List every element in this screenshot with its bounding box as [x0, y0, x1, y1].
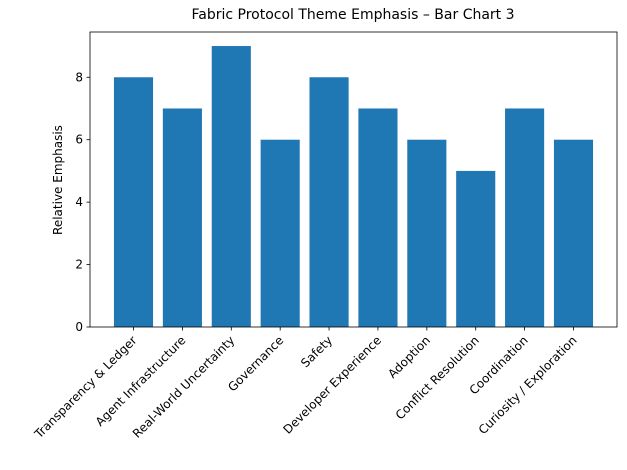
x-tick-label: Developer Experience [281, 333, 385, 437]
bar [211, 46, 251, 328]
chart-title: Fabric Protocol Theme Emphasis – Bar Cha… [191, 7, 514, 23]
plot-frame [89, 31, 618, 328]
bar [162, 108, 202, 328]
bar [358, 108, 398, 328]
bar [553, 139, 594, 327]
x-tick-label: Agent Infrastructure [93, 333, 189, 429]
bar [505, 108, 545, 328]
y-tick-label: 0 [75, 320, 83, 334]
x-tick-label: Curiosity / Exploration [476, 333, 580, 437]
bar [309, 77, 349, 327]
y-tick-label: 6 [75, 133, 83, 147]
bar [407, 139, 447, 327]
x-tick-label: Adoption [385, 333, 433, 381]
bar [113, 77, 154, 327]
bar [456, 170, 496, 327]
y-axis-label: Relative Emphasis [51, 125, 65, 235]
x-tick-label: Conflict Resolution [393, 333, 482, 422]
y-tick-label: 4 [75, 195, 83, 209]
x-tick-label: Real-World Uncertainty [130, 333, 238, 441]
y-tick-label: 8 [75, 70, 83, 84]
x-tick-label: Safety [298, 333, 335, 370]
y-tick-label: 2 [75, 258, 83, 272]
bar [260, 139, 300, 327]
